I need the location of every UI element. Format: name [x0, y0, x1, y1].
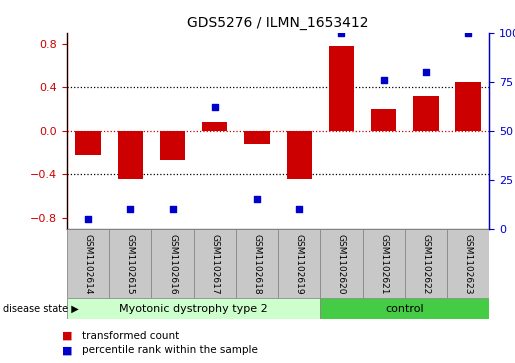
Bar	[109, 229, 151, 298]
Bar	[194, 229, 236, 298]
Text: GSM1102619: GSM1102619	[295, 234, 304, 295]
Bar	[286, 131, 312, 179]
Bar	[405, 229, 447, 298]
Text: Myotonic dystrophy type 2: Myotonic dystrophy type 2	[119, 303, 268, 314]
Bar	[67, 298, 320, 319]
Bar	[160, 131, 185, 160]
Bar	[320, 229, 363, 298]
Text: GSM1102614: GSM1102614	[83, 234, 93, 295]
Point	[253, 196, 261, 202]
Point	[380, 77, 388, 83]
Bar	[67, 229, 109, 298]
Bar	[320, 298, 489, 319]
Text: control: control	[385, 303, 424, 314]
Point	[464, 30, 472, 36]
Text: GSM1102617: GSM1102617	[210, 234, 219, 295]
Bar	[202, 122, 228, 131]
Text: GSM1102623: GSM1102623	[464, 234, 473, 295]
Bar	[329, 46, 354, 131]
Bar	[363, 229, 405, 298]
Point	[337, 30, 346, 36]
Bar	[278, 229, 320, 298]
Text: GSM1102621: GSM1102621	[379, 234, 388, 295]
Bar	[447, 229, 489, 298]
Point	[126, 206, 134, 212]
Text: percentile rank within the sample: percentile rank within the sample	[82, 345, 259, 355]
Bar	[413, 96, 439, 131]
Title: GDS5276 / ILMN_1653412: GDS5276 / ILMN_1653412	[187, 16, 369, 30]
Bar	[117, 131, 143, 179]
Point	[295, 206, 303, 212]
Bar	[75, 131, 101, 155]
Text: GSM1102618: GSM1102618	[252, 234, 262, 295]
Point	[168, 206, 177, 212]
Text: GSM1102615: GSM1102615	[126, 234, 135, 295]
Bar	[455, 82, 481, 131]
Text: transformed count: transformed count	[82, 331, 180, 341]
Text: GSM1102616: GSM1102616	[168, 234, 177, 295]
Bar	[371, 109, 397, 131]
Text: disease state ▶: disease state ▶	[3, 303, 78, 314]
Point	[422, 69, 430, 75]
Point	[211, 104, 219, 110]
Point	[84, 216, 92, 222]
Bar	[151, 229, 194, 298]
Text: ■: ■	[62, 331, 72, 341]
Text: GSM1102622: GSM1102622	[421, 234, 431, 295]
Bar	[244, 131, 270, 144]
Bar	[236, 229, 278, 298]
Text: GSM1102620: GSM1102620	[337, 234, 346, 295]
Text: ■: ■	[62, 345, 72, 355]
